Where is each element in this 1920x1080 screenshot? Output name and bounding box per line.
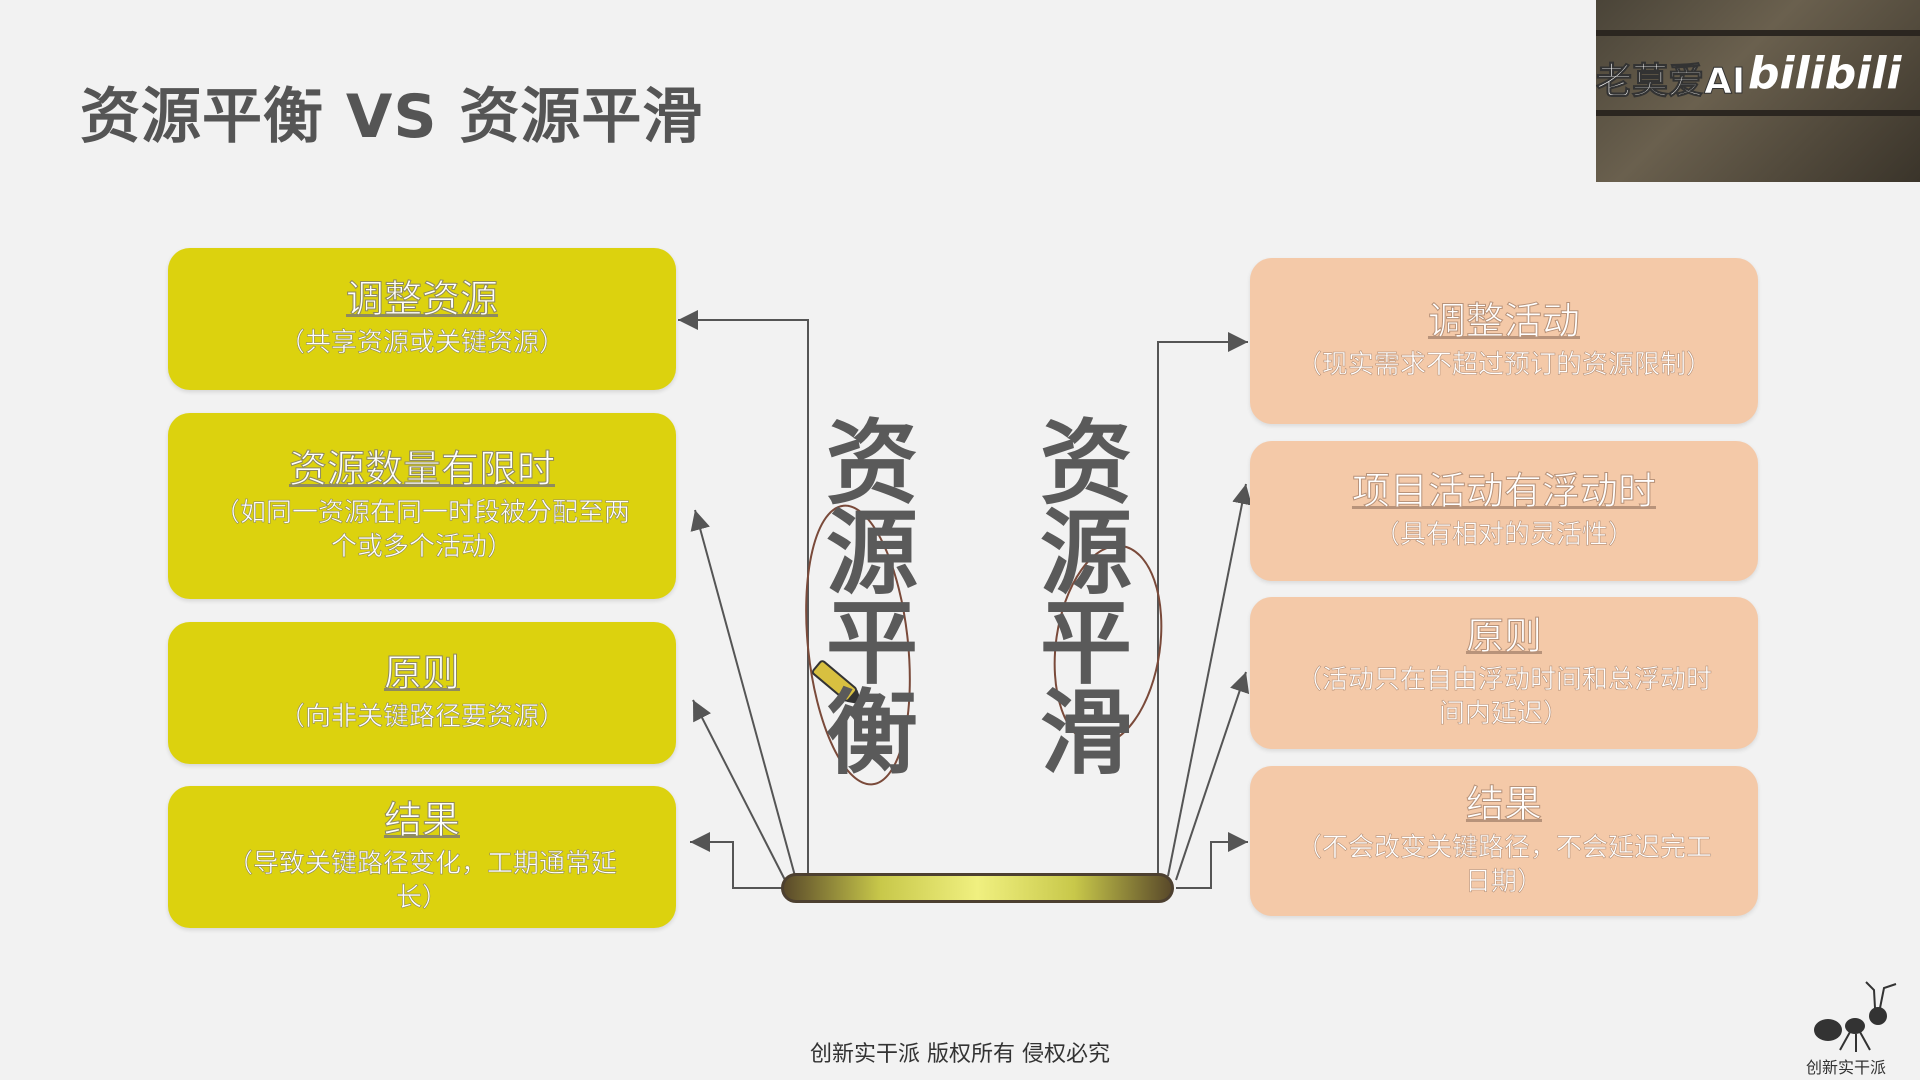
connector-right-3 bbox=[1175, 671, 1250, 881]
label-resource-leveling: 资 源 平 衡 bbox=[822, 410, 922, 787]
label-smoothing-char: 平 bbox=[1039, 590, 1132, 697]
label-leveling-char: 衡 bbox=[825, 680, 918, 787]
annotation-oval-right bbox=[1053, 544, 1163, 746]
left-box-1-subtext: （共享资源或关键资源） bbox=[278, 327, 566, 359]
pen-icon bbox=[811, 660, 863, 705]
right-box-2-heading[interactable]: 项目活动有浮动时 bbox=[1351, 469, 1656, 514]
left-box-2-subtext: （如同一资源在同一时段被分配至两个或多个活动） bbox=[213, 498, 631, 562]
left-box-3-subtext: （向非关键路径要资源） bbox=[278, 701, 566, 733]
balance-bar bbox=[781, 873, 1174, 903]
left-box-3-heading[interactable]: 原则 bbox=[383, 651, 460, 696]
right-box-1-heading[interactable]: 调整活动 bbox=[1427, 299, 1580, 344]
logo-text: 创新实干派 bbox=[1806, 1058, 1887, 1077]
connector-right-4 bbox=[1176, 832, 1248, 889]
label-smoothing-char: 源 bbox=[1039, 500, 1132, 607]
left-box-4-subtext: （导致关键路径变化，工期通常延长） bbox=[226, 849, 618, 913]
video-overlay: 老莫爱AI bilibili bbox=[1596, 0, 1920, 182]
left-box-limited-resources: 资源数量有限时 （如同一资源在同一时段被分配至两个或多个活动） bbox=[168, 413, 676, 599]
left-box-4-heading[interactable]: 结果 bbox=[383, 798, 460, 843]
footer-copyright: 创新实干派 版权所有 侵权必究 bbox=[810, 1042, 1110, 1067]
right-box-4-subtext: （不会改变关键路径，不会延迟完工日期） bbox=[1295, 833, 1713, 897]
label-resource-smoothing: 资 源 平 滑 bbox=[1036, 410, 1136, 787]
connector-left-4 bbox=[690, 832, 783, 889]
right-box-result: 结果 （不会改变关键路径，不会延迟完工日期） bbox=[1250, 766, 1758, 916]
left-box-result: 结果 （导致关键路径变化，工期通常延长） bbox=[168, 786, 676, 928]
label-smoothing-char: 滑 bbox=[1039, 680, 1132, 787]
right-box-3-heading[interactable]: 原则 bbox=[1465, 614, 1542, 659]
left-box-1-heading[interactable]: 调整资源 bbox=[345, 277, 498, 322]
left-box-2-heading[interactable]: 资源数量有限时 bbox=[288, 447, 555, 492]
connector-left-3 bbox=[692, 699, 786, 881]
right-box-4-heading[interactable]: 结果 bbox=[1465, 782, 1542, 827]
channel-watermark: 老莫爱AI bbox=[1596, 61, 1746, 103]
right-box-1-subtext: （现实需求不超过预订的资源限制） bbox=[1295, 349, 1713, 381]
ant-logo-icon bbox=[1814, 981, 1897, 1052]
label-smoothing-char: 资 bbox=[1039, 410, 1132, 517]
label-leveling-char: 资 bbox=[825, 410, 918, 517]
left-box-adjust-resources: 调整资源 （共享资源或关键资源） bbox=[168, 248, 676, 390]
page-title: 资源平衡 VS 资源平滑 bbox=[80, 82, 704, 152]
right-box-principle: 原则 （活动只在自由浮动时间和总浮动时间内延迟） bbox=[1250, 597, 1758, 749]
label-leveling-char: 平 bbox=[825, 590, 918, 697]
connector-left-1 bbox=[678, 310, 809, 876]
left-box-principle: 原则 （向非关键路径要资源） bbox=[168, 622, 676, 764]
right-box-3-subtext: （活动只在自由浮动时间和总浮动时间内延迟） bbox=[1295, 665, 1713, 729]
annotation-oval-left bbox=[805, 504, 911, 786]
right-box-float-time: 项目活动有浮动时 （具有相对的灵活性） bbox=[1250, 441, 1758, 581]
connector-right-1 bbox=[1157, 332, 1248, 876]
right-box-adjust-activities: 调整活动 （现实需求不超过预订的资源限制） bbox=[1250, 258, 1758, 424]
connector-left-2 bbox=[690, 509, 796, 877]
connector-right-2 bbox=[1167, 483, 1252, 877]
bilibili-watermark: bilibili bbox=[1748, 48, 1902, 99]
right-box-2-subtext: （具有相对的灵活性） bbox=[1373, 519, 1635, 551]
label-leveling-char: 源 bbox=[825, 500, 918, 607]
